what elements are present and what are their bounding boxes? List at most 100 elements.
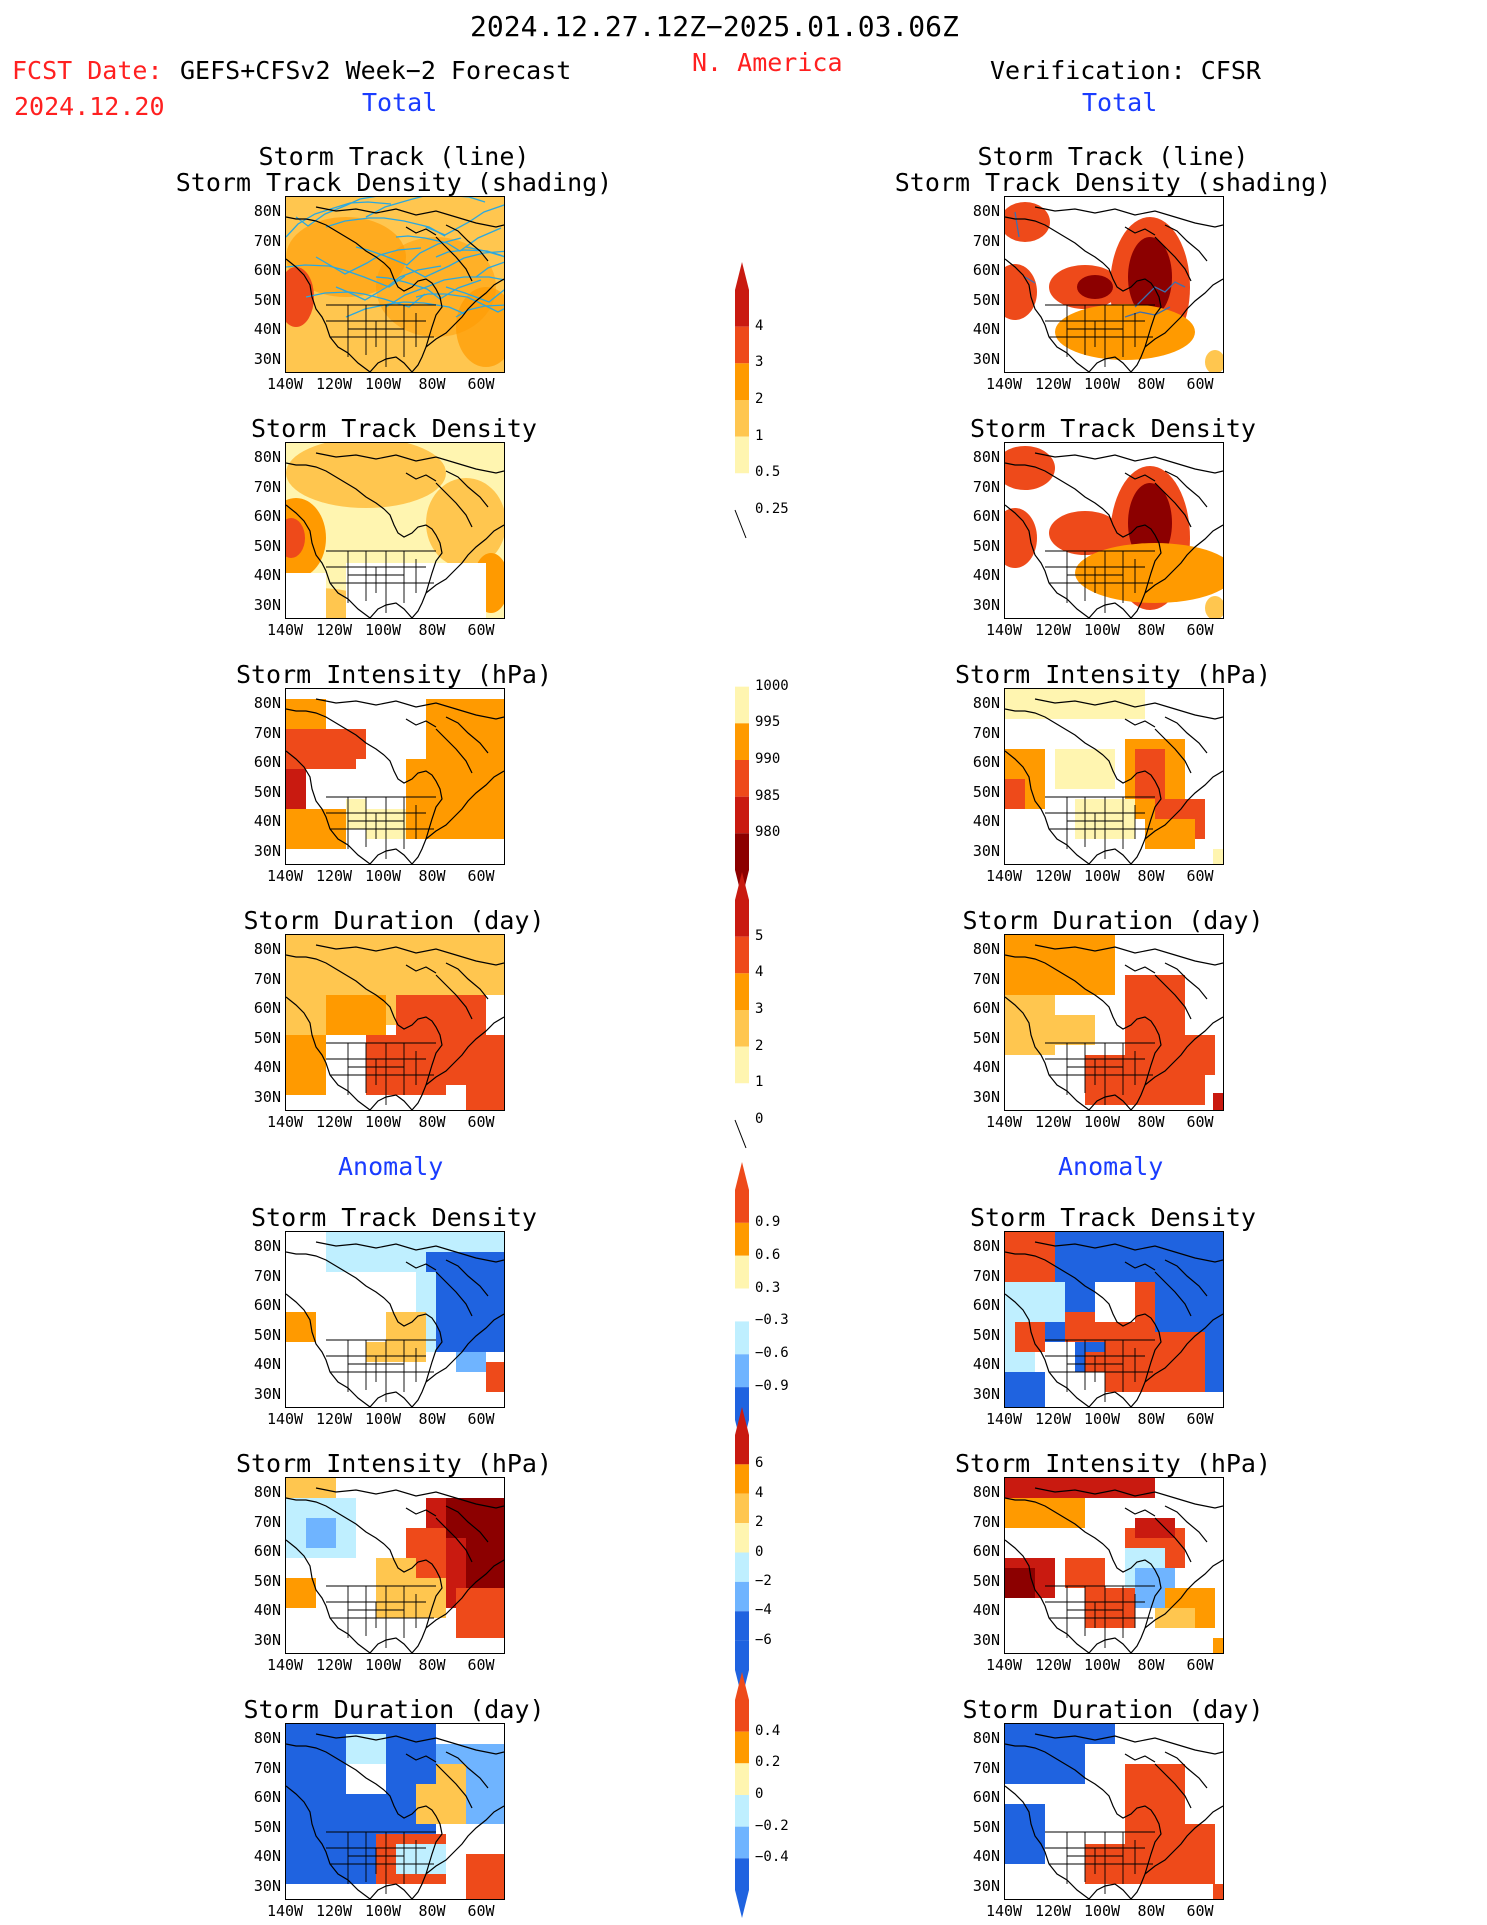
lat-tick-label: 60N <box>253 1788 281 1806</box>
lat-tick-label: 60N <box>253 507 281 525</box>
lon-tick-label: 140W <box>985 375 1023 393</box>
lat-tick-label: 30N <box>253 841 281 860</box>
lon-tick-label: 120W <box>1034 1410 1072 1428</box>
lat-tick-label: 40N <box>253 812 281 830</box>
panel-title-track_shading: Storm Track Density (shading) <box>894 168 1332 197</box>
lat-tick-label: 70N <box>972 231 1000 250</box>
lon-tick-label: 100W <box>364 1113 402 1131</box>
lon-tick-label: 100W <box>1083 1902 1121 1920</box>
lat-tick-label: 50N <box>253 1028 281 1047</box>
panel-title-track_shading: Storm Track Density (shading) <box>175 168 613 197</box>
colorbar-label: 0.9 <box>755 1213 781 1230</box>
lon-tick-label: 120W <box>315 621 353 639</box>
lon-tick-label: 140W <box>266 1410 304 1428</box>
panel-title-track_line: Storm Track (line) <box>977 142 1249 171</box>
lon-tick-label: 80W <box>1137 621 1165 639</box>
lat-tick-label: 30N <box>253 1087 281 1106</box>
map-panel-trackdens-forecast <box>285 196 505 373</box>
lon-tick-label: 100W <box>1083 1410 1121 1428</box>
lon-tick-label: 120W <box>1034 1902 1072 1920</box>
lon-tick-label: 80W <box>1137 867 1165 885</box>
lat-tick-label: 70N <box>253 1512 281 1531</box>
lat-tick-label: 40N <box>972 1601 1000 1619</box>
lat-tick-label: 60N <box>253 1296 281 1314</box>
lat-tick-label: 60N <box>972 507 1000 525</box>
colorbar-label: 2 <box>755 1037 764 1054</box>
lon-tick-label: 140W <box>985 621 1023 639</box>
colorbar-label: −0.3 <box>755 1312 789 1329</box>
lon-tick-label: 60W <box>467 621 495 639</box>
colorbar-label: 1000 <box>755 677 789 694</box>
lat-tick-label: 30N <box>972 1384 1000 1403</box>
lat-tick-label: 70N <box>253 723 281 742</box>
colorbar-label: 0 <box>755 1786 764 1802</box>
lat-tick-label: 30N <box>253 1630 281 1649</box>
lon-tick-label: 140W <box>266 621 304 639</box>
panel-title-duration: Storm Duration (day) <box>243 1695 545 1724</box>
lat-tick-label: 70N <box>972 1512 1000 1531</box>
lon-tick-label: 120W <box>315 867 353 885</box>
lon-tick-label: 140W <box>266 1902 304 1920</box>
lon-tick-label: 100W <box>364 1656 402 1674</box>
lat-tick-label: 80N <box>253 202 281 220</box>
lat-tick-label: 40N <box>972 1355 1000 1373</box>
lon-tick-label: 60W <box>1186 1410 1214 1428</box>
lat-tick-label: 50N <box>972 1028 1000 1047</box>
lat-tick-label: 70N <box>972 723 1000 742</box>
colorbar-label: −4 <box>755 1602 772 1619</box>
lon-tick-label: 140W <box>985 867 1023 885</box>
lon-tick-label: 80W <box>418 621 446 639</box>
colorbar-label: −6 <box>755 1631 772 1648</box>
map-panel-adur-forecast <box>285 1723 505 1900</box>
lat-tick-label: 50N <box>972 536 1000 555</box>
lat-tick-label: 50N <box>972 1817 1000 1836</box>
lon-tick-label: 60W <box>1186 375 1214 393</box>
panel-title-duration: Storm Duration (day) <box>962 1695 1264 1724</box>
lon-tick-label: 100W <box>364 621 402 639</box>
date-range-title: 2024.12.27.12Z−2025.01.03.06Z <box>470 10 959 43</box>
lon-tick-label: 140W <box>985 1113 1023 1131</box>
lat-tick-label: 40N <box>253 1355 281 1373</box>
lat-tick-label: 30N <box>253 1384 281 1403</box>
map-panel-int-forecast <box>285 688 505 865</box>
lat-tick-label: 80N <box>253 940 281 958</box>
lat-tick-label: 60N <box>253 261 281 279</box>
lat-tick-label: 50N <box>253 782 281 801</box>
panel-title-density: Storm Track Density <box>251 1203 537 1232</box>
section-total-right: Total <box>1082 88 1158 117</box>
lat-tick-label: 40N <box>972 320 1000 338</box>
lat-tick-label: 80N <box>972 1729 1000 1747</box>
panel-title-intensity: Storm Intensity (hPa) <box>235 1449 553 1478</box>
lat-tick-label: 80N <box>972 694 1000 712</box>
lon-tick-label: 80W <box>418 1656 446 1674</box>
panel-title-density: Storm Track Density <box>970 414 1256 443</box>
colorbar-label: 6 <box>755 1455 764 1472</box>
colorbar-label: 0 <box>755 1111 764 1127</box>
lon-tick-label: 60W <box>467 375 495 393</box>
map-panel-int-verification <box>1004 688 1224 865</box>
colorbar-label: 4 <box>755 1484 764 1501</box>
lon-tick-label: 140W <box>266 1656 304 1674</box>
section-total-left: Total <box>362 88 438 117</box>
lon-tick-label: 120W <box>1034 375 1072 393</box>
panel-title-duration: Storm Duration (day) <box>243 906 545 935</box>
lon-tick-label: 80W <box>1137 1113 1165 1131</box>
lon-tick-label: 100W <box>1083 621 1121 639</box>
lon-tick-label: 140W <box>985 1656 1023 1674</box>
lat-tick-label: 80N <box>253 1483 281 1501</box>
lon-tick-label: 60W <box>1186 621 1214 639</box>
lon-tick-label: 120W <box>315 1902 353 1920</box>
lat-tick-label: 40N <box>253 320 281 338</box>
lon-tick-label: 80W <box>418 1902 446 1920</box>
lon-tick-label: 60W <box>1186 1656 1214 1674</box>
colorbar-label: 0.3 <box>755 1279 781 1296</box>
lat-tick-label: 40N <box>253 1058 281 1076</box>
lon-tick-label: 80W <box>418 1113 446 1131</box>
colorbar-label: −0.2 <box>755 1817 789 1834</box>
lon-tick-label: 120W <box>1034 867 1072 885</box>
panel-title-track_line: Storm Track (line) <box>258 142 530 171</box>
lat-tick-label: 70N <box>253 969 281 988</box>
lon-tick-label: 60W <box>1186 867 1214 885</box>
region-label: N. America <box>692 48 843 77</box>
lat-tick-label: 60N <box>972 1296 1000 1314</box>
